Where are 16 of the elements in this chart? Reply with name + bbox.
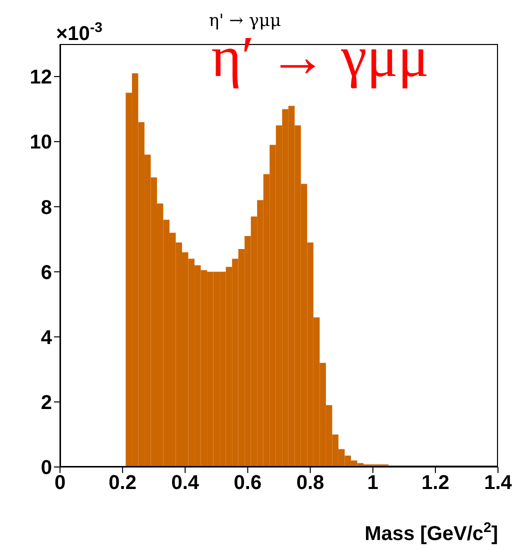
y-tick-label: 4 <box>40 326 53 349</box>
x-tick-label: 1 <box>367 472 378 494</box>
y-tick-label: 8 <box>40 196 52 219</box>
y-tick-label: 2 <box>40 392 52 414</box>
x-axis-title: Mass [GeV/c$^{2}$] <box>364 519 498 545</box>
x-tick-label: 0.6 <box>234 472 262 494</box>
y-tick-label: 6 <box>40 262 52 284</box>
y-tick-label: 10 <box>30 132 52 154</box>
annotation: ×10$^{-3}$ <box>56 19 103 45</box>
x-tick-label: 0.4 <box>171 472 200 494</box>
x-tick-label: 1.4 <box>484 472 513 494</box>
x-tick-label: 0.8 <box>296 472 324 494</box>
y-tick-label: 12 <box>30 66 52 89</box>
y-tick-label: 0 <box>40 457 52 480</box>
x-tick-label: 0.2 <box>108 472 136 494</box>
x-tick-label: 1.2 <box>422 472 450 494</box>
